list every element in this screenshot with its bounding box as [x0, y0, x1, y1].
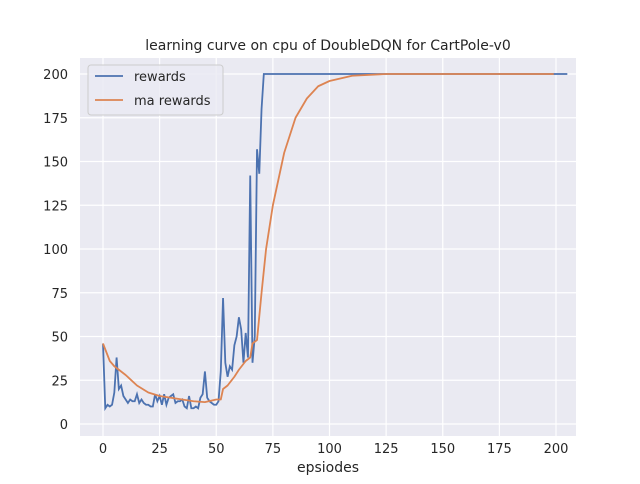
- legend-box: [87, 64, 224, 116]
- x-tick-label: 150: [430, 442, 455, 457]
- x-tick-label: 125: [374, 442, 399, 457]
- x-tick-label: 175: [487, 442, 512, 457]
- x-tick-label: 100: [317, 442, 342, 457]
- y-tick-label: 50: [51, 331, 68, 346]
- legend: rewards ma rewards: [87, 64, 224, 116]
- x-tick-label: 75: [265, 442, 282, 457]
- legend-label-ma-rewards: ma rewards: [134, 94, 211, 109]
- y-tick-label: 200: [43, 68, 68, 83]
- plot-area: [80, 58, 576, 436]
- x-tick-label: 50: [208, 442, 225, 457]
- legend-label-rewards: rewards: [134, 70, 186, 85]
- y-tick-label: 100: [43, 243, 68, 258]
- series-line-ma-rewards: [102, 73, 554, 404]
- y-tick-label: 75: [51, 287, 68, 302]
- y-tick-label: 175: [43, 112, 68, 127]
- x-axis-label: epsiodes: [297, 460, 359, 476]
- y-tick-label: 25: [51, 374, 68, 389]
- x-tick-label: 25: [151, 442, 168, 457]
- y-tick-label: 150: [43, 156, 68, 171]
- y-tick-label: 0: [60, 418, 68, 433]
- y-tick-label: 125: [43, 199, 68, 214]
- chart-title: learning curve on cpu of DoubleDQN for C…: [145, 38, 511, 54]
- x-tick-label: 0: [99, 442, 107, 457]
- x-tick-label: 200: [544, 442, 569, 457]
